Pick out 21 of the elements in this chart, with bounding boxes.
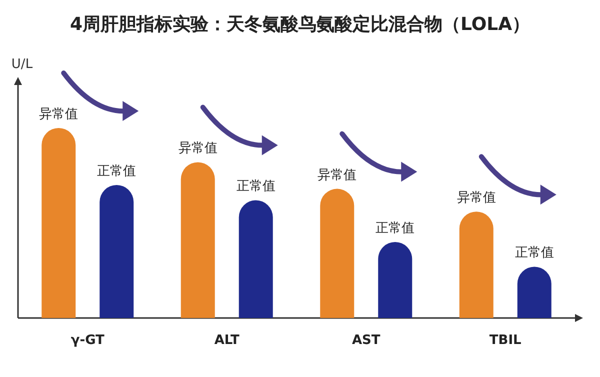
series-label: 异常值 (178, 141, 218, 156)
series-label: 正常值 (514, 246, 554, 261)
text: 正常值 (376, 221, 415, 236)
bar (238, 200, 273, 318)
x-tick-label: ALT (214, 333, 240, 348)
x-tick-label: γ-GT (70, 333, 105, 348)
text: 正常值 (236, 179, 276, 194)
bar (100, 185, 134, 318)
text: 正常值 (97, 164, 136, 179)
chart-title: 4周肝胆指标实验：天冬氨酸鸟氨酸定比混合物（LOLA） (70, 14, 530, 35)
x-tick-label: AST (352, 333, 380, 348)
text: 异常值 (39, 107, 78, 122)
bar (42, 128, 76, 318)
bar (320, 188, 354, 318)
text: 异常值 (318, 168, 357, 183)
bar (378, 242, 412, 318)
text: 异常值 (456, 190, 496, 206)
bar (180, 162, 215, 318)
bar (459, 212, 494, 318)
y-axis-title: U/L (11, 57, 34, 72)
x-tick-label: TBIL (489, 333, 522, 348)
